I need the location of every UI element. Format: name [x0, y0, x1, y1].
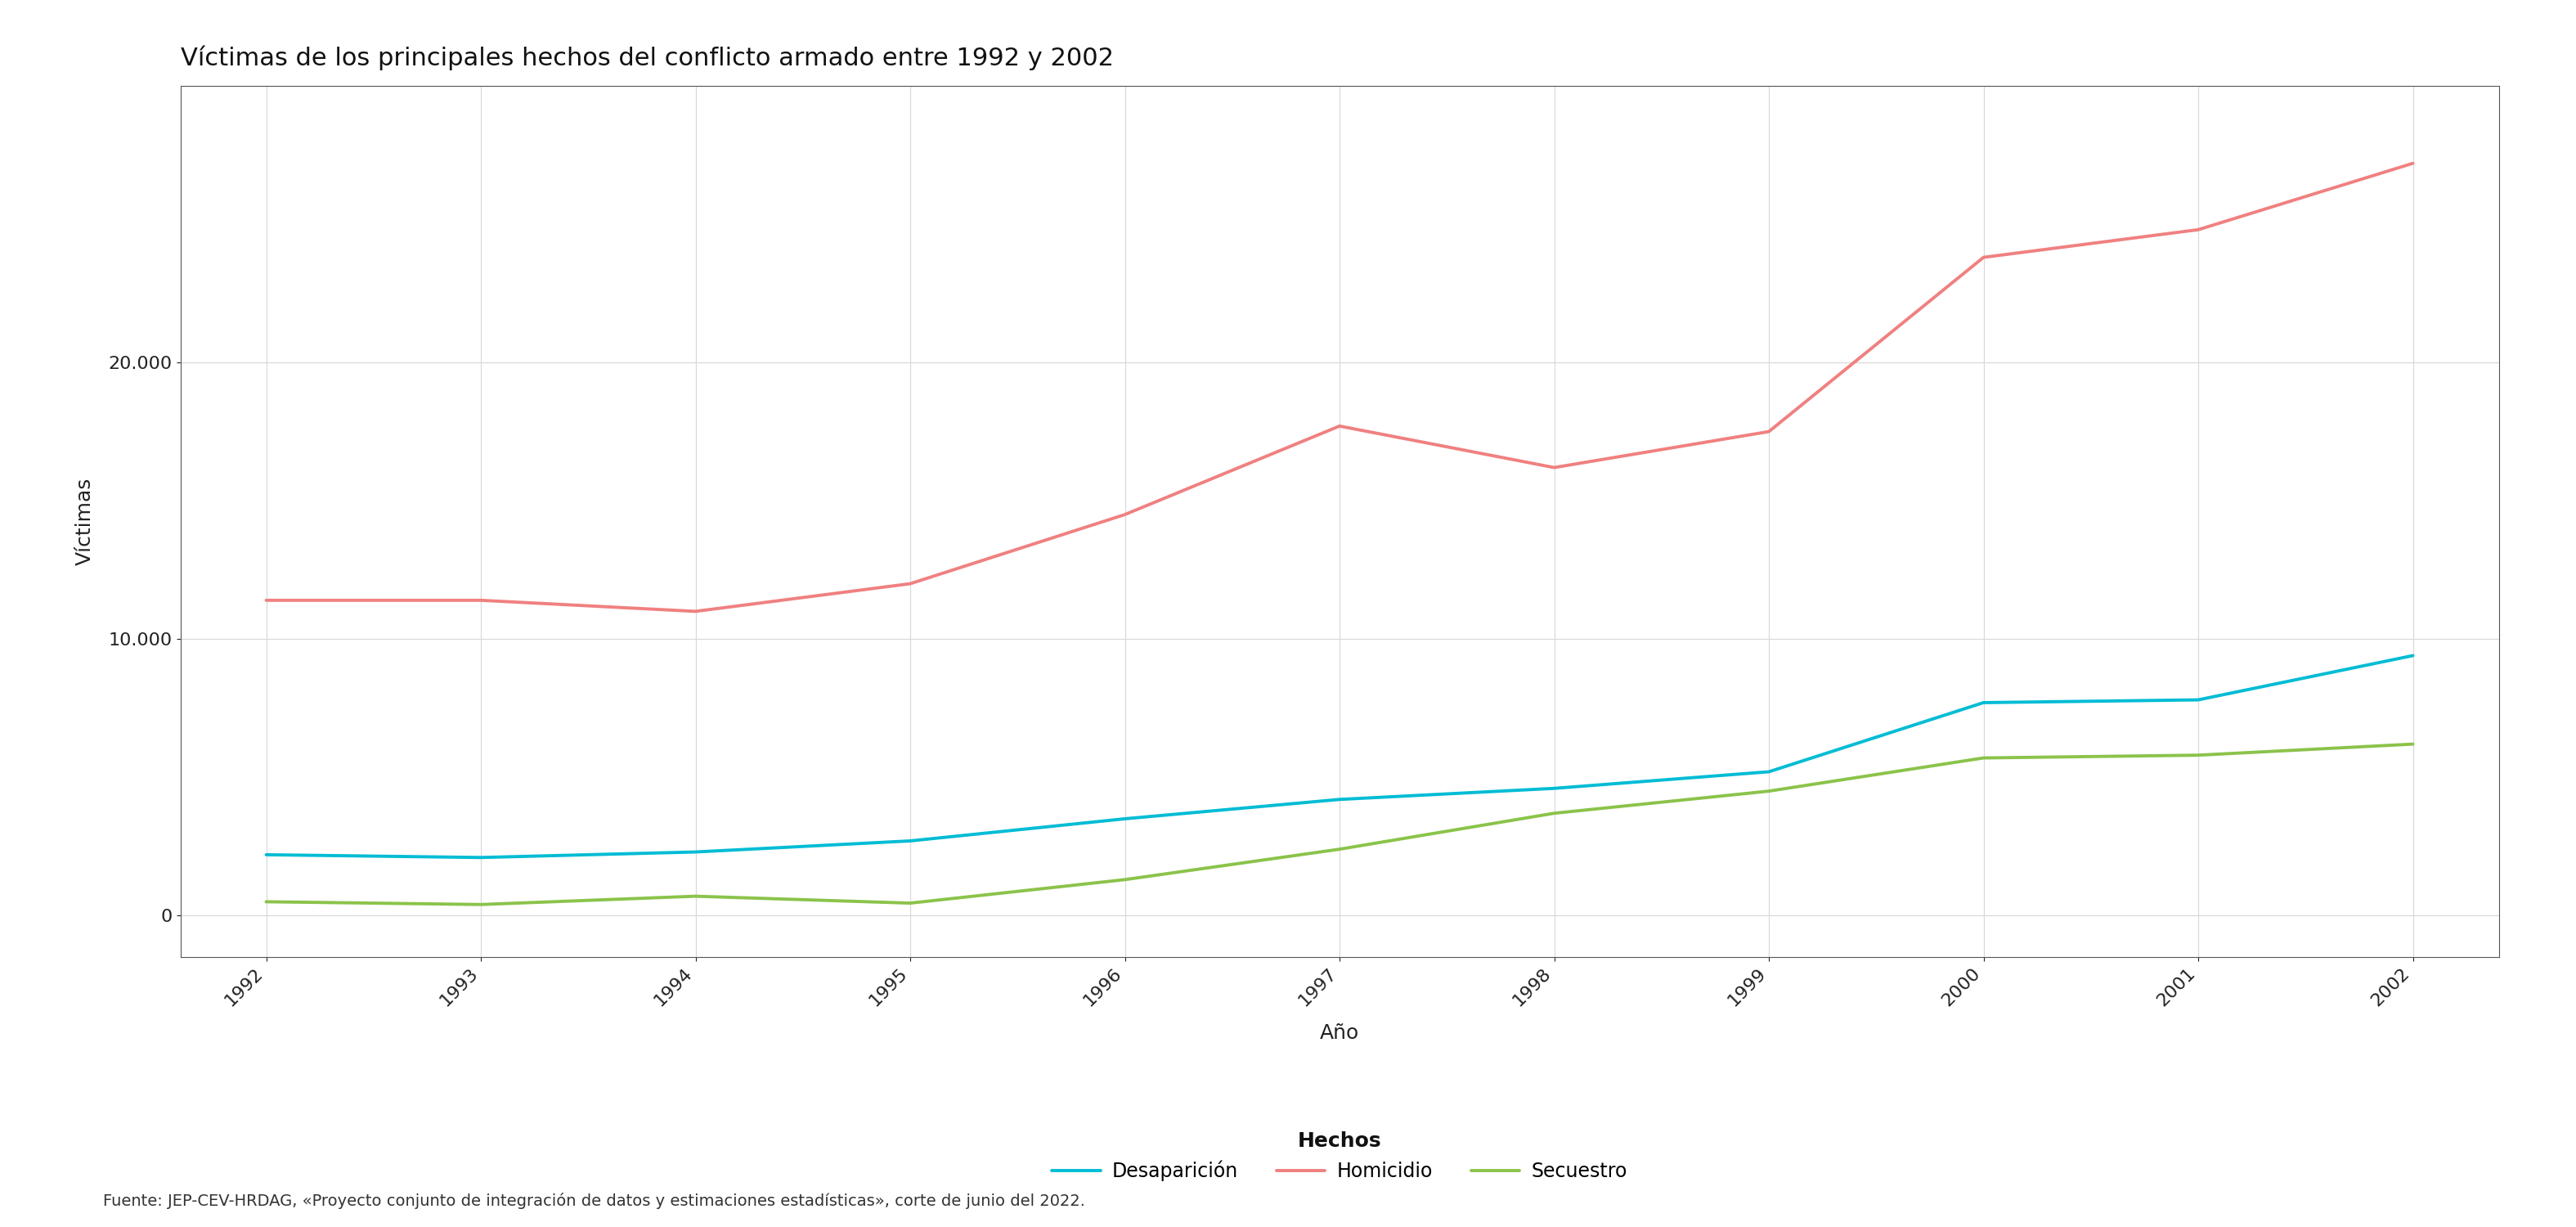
Desaparición: [2182, 692, 2213, 707]
Desaparición: [466, 850, 497, 865]
Desaparición: [1110, 811, 1141, 826]
Line: Homicidio: Homicidio: [265, 163, 2414, 611]
Desaparición: [1324, 793, 1355, 807]
Secuestro: [1754, 784, 1785, 799]
Secuestro: [1324, 842, 1355, 856]
Desaparición: [2398, 648, 2429, 663]
Homicidio: [250, 593, 281, 607]
Secuestro: [1110, 872, 1141, 887]
Text: Fuente: JEP-CEV-HRDAG, «Proyecto conjunto de integración de datos y estimaciones: Fuente: JEP-CEV-HRDAG, «Proyecto conjunt…: [103, 1193, 1084, 1209]
Secuestro: [466, 897, 497, 912]
Homicidio: [1110, 507, 1141, 521]
Desaparición: [1754, 764, 1785, 779]
Secuestro: [1538, 806, 1569, 821]
Homicidio: [1538, 460, 1569, 475]
Secuestro: [1968, 751, 1999, 766]
Homicidio: [466, 593, 497, 607]
Desaparición: [894, 833, 925, 848]
Secuestro: [894, 896, 925, 910]
Homicidio: [680, 604, 711, 618]
Line: Desaparición: Desaparición: [265, 655, 2414, 858]
Line: Secuestro: Secuestro: [265, 744, 2414, 904]
Desaparición: [1538, 782, 1569, 796]
Desaparición: [1968, 696, 1999, 710]
Secuestro: [2182, 747, 2213, 762]
Homicidio: [1968, 250, 1999, 265]
Secuestro: [250, 894, 281, 909]
Desaparición: [250, 848, 281, 863]
Y-axis label: Víctimas: Víctimas: [75, 477, 95, 566]
Legend: Desaparición, Homicidio, Secuestro: Desaparición, Homicidio, Secuestro: [1043, 1124, 1636, 1189]
Homicidio: [894, 577, 925, 591]
Homicidio: [1324, 418, 1355, 433]
Desaparición: [680, 844, 711, 859]
Secuestro: [680, 888, 711, 903]
Secuestro: [2398, 736, 2429, 751]
Text: Víctimas de los principales hechos del conflicto armado entre 1992 y 2002: Víctimas de los principales hechos del c…: [180, 45, 1113, 70]
X-axis label: Año: Año: [1319, 1023, 1360, 1043]
Homicidio: [2182, 222, 2213, 237]
Homicidio: [1754, 425, 1785, 439]
Homicidio: [2398, 156, 2429, 171]
